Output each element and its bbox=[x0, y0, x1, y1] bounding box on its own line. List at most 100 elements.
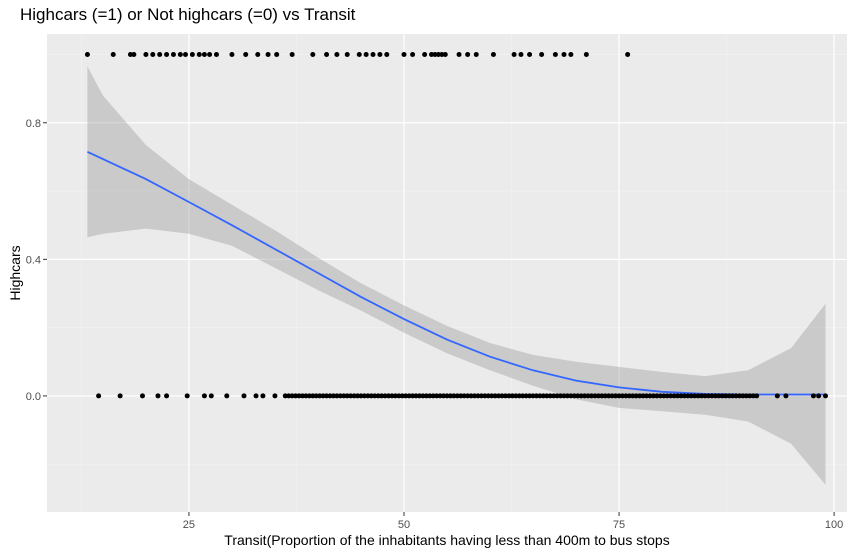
data-point bbox=[551, 393, 557, 399]
data-point bbox=[361, 393, 367, 399]
data-point bbox=[289, 393, 295, 399]
data-point bbox=[458, 393, 464, 399]
data-point bbox=[527, 393, 533, 399]
data-point bbox=[127, 51, 133, 57]
data-point bbox=[465, 393, 471, 399]
data-point bbox=[451, 393, 457, 399]
data-point bbox=[382, 393, 388, 399]
data-point bbox=[265, 51, 271, 57]
data-point bbox=[475, 393, 481, 399]
data-point bbox=[201, 51, 207, 57]
data-point bbox=[150, 51, 156, 57]
data-point bbox=[540, 393, 546, 399]
data-point bbox=[189, 51, 195, 57]
data-point bbox=[533, 393, 539, 399]
data-point bbox=[170, 51, 176, 57]
grid-major bbox=[47, 34, 847, 512]
data-point bbox=[558, 393, 564, 399]
data-point bbox=[816, 393, 822, 399]
data-point bbox=[822, 393, 828, 399]
data-point bbox=[489, 393, 495, 399]
data-point bbox=[585, 393, 591, 399]
data-point bbox=[709, 393, 715, 399]
data-point bbox=[243, 51, 249, 57]
x-axis-ticks: 25 50 75 100 bbox=[183, 512, 843, 531]
data-point bbox=[224, 393, 230, 399]
y-axis-title: Highcars bbox=[7, 245, 23, 300]
data-point bbox=[296, 393, 302, 399]
data-point bbox=[616, 393, 622, 399]
data-point bbox=[589, 393, 595, 399]
data-point bbox=[530, 393, 536, 399]
data-point bbox=[699, 393, 705, 399]
data-point bbox=[96, 393, 102, 399]
data-point bbox=[274, 51, 280, 57]
data-point bbox=[384, 51, 390, 57]
data-point bbox=[561, 51, 567, 57]
data-point bbox=[623, 393, 629, 399]
data-point bbox=[647, 393, 653, 399]
data-point bbox=[599, 393, 605, 399]
data-point bbox=[706, 393, 712, 399]
data-point bbox=[299, 393, 305, 399]
data-point bbox=[568, 51, 574, 57]
data-point bbox=[164, 51, 170, 57]
data-point bbox=[423, 393, 429, 399]
data-point bbox=[520, 393, 526, 399]
data-point bbox=[644, 393, 650, 399]
data-point bbox=[320, 393, 326, 399]
data-point bbox=[626, 393, 632, 399]
data-point bbox=[582, 393, 588, 399]
data-point bbox=[327, 393, 333, 399]
data-point bbox=[606, 393, 612, 399]
plot-panel bbox=[47, 34, 847, 512]
data-point bbox=[255, 51, 261, 57]
y-tick-label: 0.8 bbox=[26, 118, 41, 130]
data-point bbox=[310, 393, 316, 399]
data-point bbox=[334, 393, 340, 399]
data-point bbox=[432, 51, 438, 57]
data-point bbox=[368, 393, 374, 399]
data-point bbox=[306, 393, 312, 399]
data-point bbox=[695, 393, 701, 399]
data-point bbox=[164, 393, 170, 399]
data-point bbox=[688, 393, 694, 399]
data-point bbox=[468, 393, 474, 399]
data-point bbox=[465, 51, 471, 57]
data-point bbox=[401, 51, 407, 57]
data-point bbox=[310, 51, 316, 57]
data-point bbox=[389, 393, 395, 399]
data-point bbox=[640, 393, 646, 399]
data-point bbox=[730, 393, 736, 399]
data-point bbox=[337, 393, 343, 399]
data-point bbox=[363, 51, 369, 57]
data-point bbox=[661, 393, 667, 399]
data-point bbox=[410, 51, 416, 57]
data-point bbox=[575, 393, 581, 399]
data-point bbox=[416, 393, 422, 399]
x-tick-label: 50 bbox=[398, 519, 410, 531]
data-point bbox=[439, 51, 445, 57]
data-point bbox=[733, 393, 739, 399]
data-point bbox=[344, 51, 350, 57]
points-highcars-1 bbox=[84, 51, 631, 57]
data-point bbox=[619, 393, 625, 399]
data-point bbox=[499, 393, 505, 399]
data-point bbox=[547, 393, 553, 399]
data-point bbox=[372, 393, 378, 399]
data-point bbox=[375, 393, 381, 399]
confidence-band bbox=[87, 66, 826, 485]
data-point bbox=[671, 393, 677, 399]
y-tick-label: 0.0 bbox=[26, 391, 41, 403]
data-point bbox=[583, 51, 589, 57]
data-point bbox=[355, 393, 361, 399]
data-point bbox=[201, 393, 207, 399]
data-point bbox=[348, 393, 354, 399]
data-point bbox=[578, 393, 584, 399]
data-point bbox=[442, 51, 448, 57]
data-point bbox=[260, 393, 266, 399]
data-point bbox=[184, 393, 190, 399]
data-point bbox=[430, 393, 436, 399]
data-point bbox=[723, 393, 729, 399]
data-point bbox=[664, 393, 670, 399]
